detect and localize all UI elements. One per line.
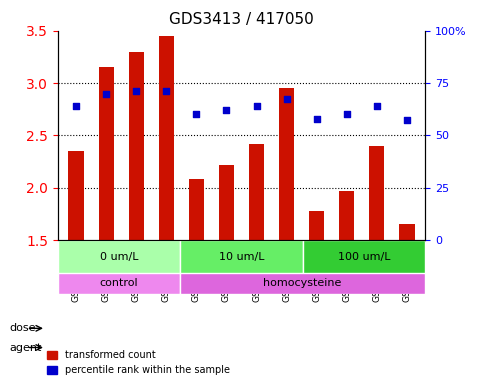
Bar	[219, 165, 234, 240]
FancyBboxPatch shape	[58, 273, 180, 294]
Text: 100 um/L: 100 um/L	[338, 252, 390, 262]
Point	[253, 103, 260, 109]
Point	[223, 107, 230, 113]
Bar	[69, 151, 84, 240]
Text: dose: dose	[10, 323, 36, 333]
Text: 10 um/L: 10 um/L	[219, 252, 264, 262]
Bar	[339, 191, 355, 240]
Text: agent: agent	[10, 343, 42, 353]
Point	[403, 117, 411, 123]
Point	[72, 103, 80, 109]
Text: GDS3413 / 417050: GDS3413 / 417050	[169, 12, 314, 26]
Text: homocysteine: homocysteine	[264, 278, 342, 288]
FancyBboxPatch shape	[303, 240, 425, 273]
Bar	[279, 88, 294, 240]
Bar	[128, 52, 144, 240]
Point	[313, 116, 321, 122]
Text: 0 um/L: 0 um/L	[100, 252, 139, 262]
FancyBboxPatch shape	[180, 273, 425, 294]
Point	[283, 96, 290, 102]
Point	[373, 103, 381, 109]
Point	[193, 111, 200, 118]
Point	[132, 88, 140, 94]
FancyBboxPatch shape	[58, 240, 180, 273]
Point	[343, 111, 351, 118]
Legend: transformed count, percentile rank within the sample: transformed count, percentile rank withi…	[43, 346, 234, 379]
Point	[162, 88, 170, 94]
Bar	[399, 224, 414, 240]
Text: control: control	[100, 278, 139, 288]
Bar	[249, 144, 264, 240]
Bar	[99, 67, 114, 240]
Bar	[159, 36, 174, 240]
Bar	[369, 146, 384, 240]
FancyBboxPatch shape	[180, 240, 303, 273]
Bar	[309, 211, 324, 240]
Bar	[189, 179, 204, 240]
Point	[102, 91, 110, 97]
